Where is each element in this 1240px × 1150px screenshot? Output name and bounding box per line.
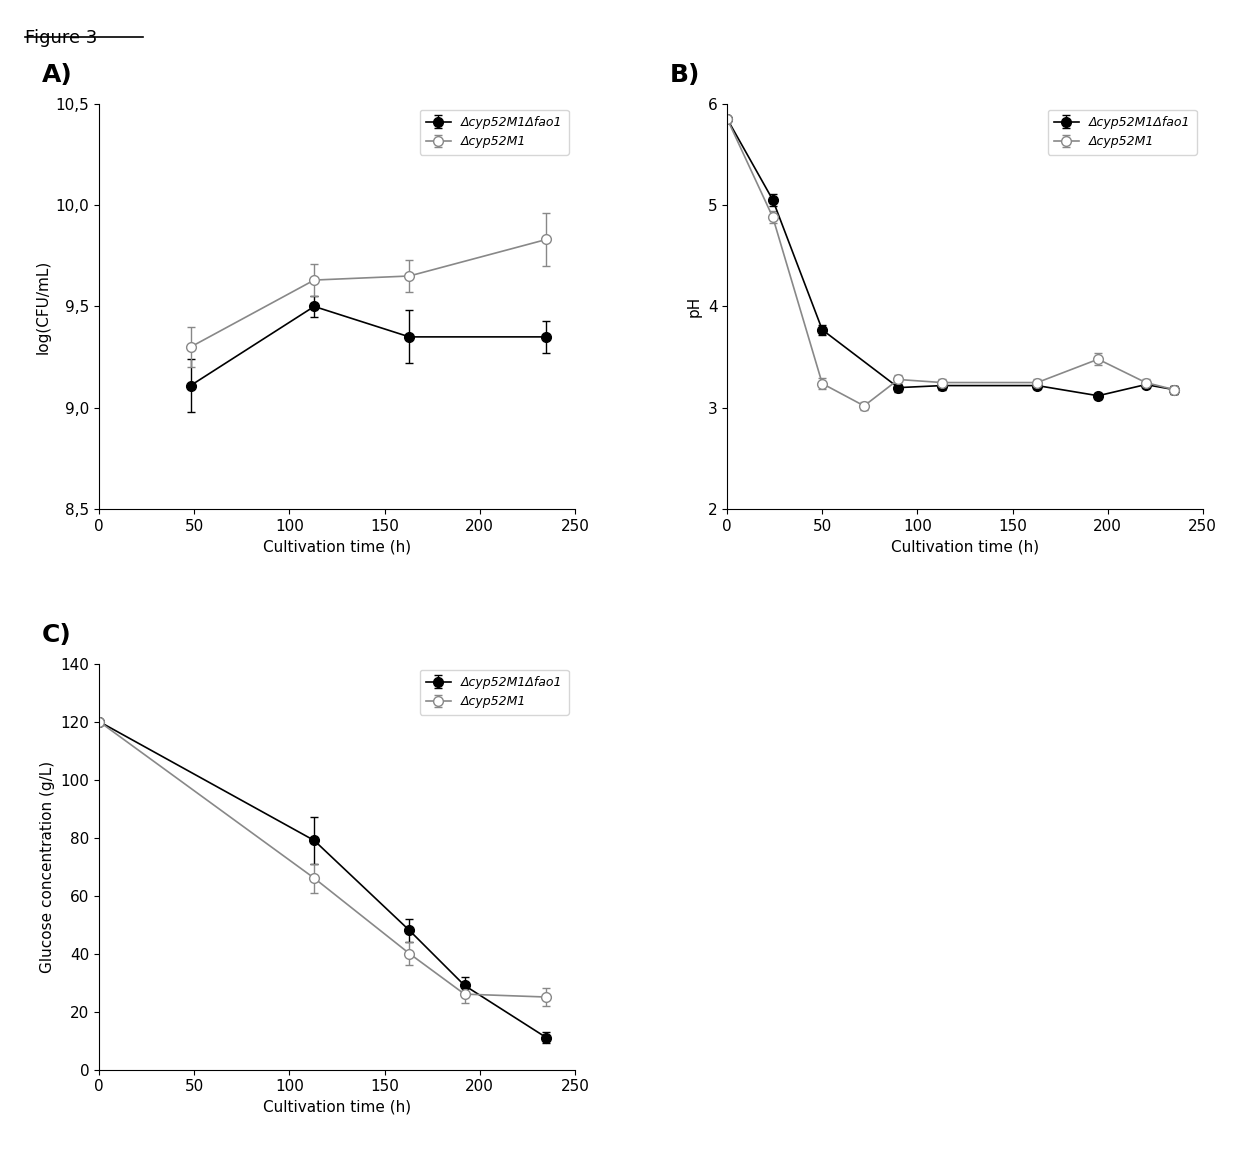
Text: B): B) bbox=[670, 63, 701, 87]
Text: C): C) bbox=[42, 623, 72, 647]
X-axis label: Cultivation time (h): Cultivation time (h) bbox=[263, 539, 412, 554]
Text: Figure 3: Figure 3 bbox=[25, 29, 97, 47]
Legend: Δcyp52M1Δfao1, Δcyp52M1: Δcyp52M1Δfao1, Δcyp52M1 bbox=[419, 109, 569, 154]
Y-axis label: Glucose concentration (g/L): Glucose concentration (g/L) bbox=[40, 760, 55, 973]
Y-axis label: log(CFU/mL): log(CFU/mL) bbox=[35, 259, 50, 353]
Text: A): A) bbox=[42, 63, 73, 87]
Y-axis label: pH: pH bbox=[687, 296, 702, 317]
Legend: Δcyp52M1Δfao1, Δcyp52M1: Δcyp52M1Δfao1, Δcyp52M1 bbox=[419, 669, 569, 714]
X-axis label: Cultivation time (h): Cultivation time (h) bbox=[263, 1099, 412, 1114]
Legend: Δcyp52M1Δfao1, Δcyp52M1: Δcyp52M1Δfao1, Δcyp52M1 bbox=[1048, 109, 1197, 154]
X-axis label: Cultivation time (h): Cultivation time (h) bbox=[890, 539, 1039, 554]
